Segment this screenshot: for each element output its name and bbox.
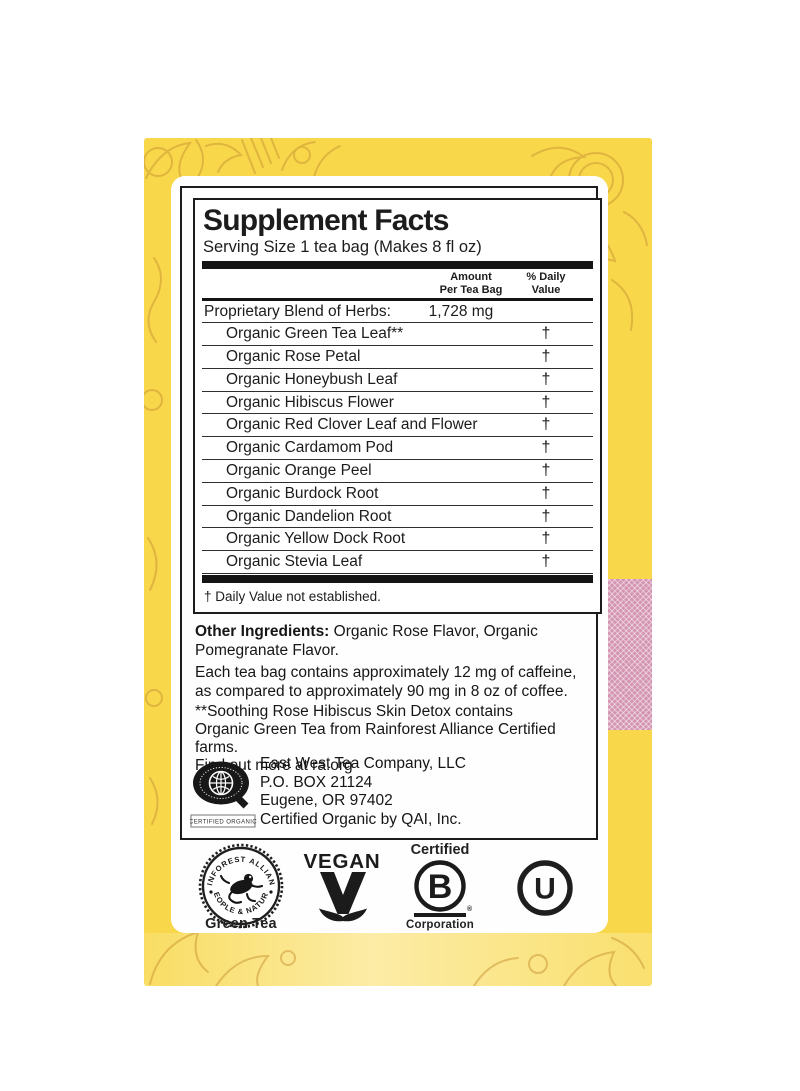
ingredient-name: Organic Red Clover Leaf and Flower [226, 416, 478, 434]
daily-value-mark: † [541, 553, 551, 571]
ingredient-name: Organic Cardamom Pod [226, 439, 394, 457]
ingredient-name: Organic Rose Petal [226, 348, 361, 366]
ingredient-row: Organic Orange Peel † [202, 460, 593, 483]
vegan-v-icon [319, 872, 367, 922]
divider-thick-bar [202, 575, 593, 584]
daily-value-mark: † [541, 370, 551, 388]
daily-value-mark: † [541, 416, 551, 434]
daily-value-mark: † [541, 325, 551, 343]
green-tea-caption: Green Tea [205, 916, 277, 932]
globe-grid-icon [210, 771, 232, 795]
daily-value-mark: † [541, 484, 551, 502]
daily-value-mark: † [541, 348, 551, 366]
ingredient-name: Organic Stevia Leaf [226, 553, 363, 571]
divider-thick-bar [202, 261, 593, 269]
ingredient-name: Organic Hibiscus Flower [226, 393, 394, 411]
other-ingredients-text: Organic Rose Flavor, Organic Pomegranate… [195, 623, 538, 659]
rainforest-source-note: **Soothing Rose Hibiscus Skin Detox cont… [195, 703, 556, 774]
divider-medium-line [202, 298, 593, 301]
company-city: Eugene, OR 97402 [260, 792, 393, 809]
ingredient-row: Organic Honeybush Leaf † [202, 369, 593, 392]
supplement-facts-box: Supplement Facts Serving Size 1 tea bag … [193, 198, 602, 615]
rainforest-alliance-seal: RAINFOREST ALLIANCE PEOPLE & NATURE [198, 843, 284, 929]
tea-box-panel: Supplement Facts Serving Size 1 tea bag … [144, 138, 652, 986]
bcorp-certified-text: Certified [410, 842, 470, 858]
daily-value-mark: † [541, 530, 551, 548]
ingredient-name: Organic Dandelion Root [226, 507, 392, 525]
company-name: East West Tea Company, LLC [260, 755, 466, 772]
amount-column-header: Amount Per Tea Bag [439, 271, 503, 296]
supplement-facts-title: Supplement Facts [203, 204, 449, 237]
panel-bottom-highlight [144, 933, 652, 986]
serving-size-text: Serving Size 1 tea bag (Makes 8 fl oz) [203, 238, 482, 256]
blend-name: Proprietary Blend of Herbs: [204, 302, 391, 320]
ingredient-row: Organic Stevia Leaf † [202, 551, 593, 575]
daily-value-column-header: % Daily Value [526, 271, 566, 296]
daily-value-mark: † [541, 462, 551, 480]
qai-caption: CERTIFIED ORGANIC [190, 820, 257, 826]
ingredient-name: Organic Green Tea Leaf** [226, 325, 404, 343]
bcorp-registered-mark: ® [467, 906, 473, 913]
vegan-label: VEGAN [303, 850, 381, 873]
ingredient-row: Organic Red Clover Leaf and Flower † [202, 414, 593, 438]
bcorp-logo: B [414, 860, 466, 912]
bcorp-corporation-text: Corporation [406, 919, 474, 931]
q-tail [232, 792, 249, 809]
company-po-box: P.O. BOX 21124 [260, 773, 373, 791]
bcorp-underline [414, 913, 466, 917]
ingredient-name: Organic Honeybush Leaf [226, 370, 398, 388]
qai-organic-logo: CERTIFIED ORGANIC [190, 761, 257, 828]
daily-value-mark: † [541, 393, 551, 411]
company-address: East West Tea Company, LLC P.O. BOX 2112… [260, 755, 466, 829]
other-ingredients-paragraph: Other Ingredients: Organic Rose Flavor, … [195, 622, 551, 660]
company-certifier: Certified Organic by QAI, Inc. [260, 810, 462, 828]
ingredient-row: Organic Yellow Dock Root † [202, 528, 593, 552]
other-ingredients-label: Other Ingredients: [195, 623, 330, 640]
pink-tape-strip [606, 579, 652, 730]
company-block: CERTIFIED ORGANIC East West Tea Company,… [190, 755, 590, 833]
caffeine-note: Each tea bag contains approximately 12 m… [195, 664, 577, 700]
ou-kosher-logo: U [517, 860, 573, 916]
ingredient-name: Organic Yellow Dock Root [226, 530, 406, 548]
bcorp-letter: B [428, 868, 453, 906]
supplement-label-sheet: Supplement Facts Serving Size 1 tea bag … [171, 176, 608, 933]
ingredient-name: Organic Orange Peel [226, 462, 372, 480]
facts-column-headers: Amount Per Tea Bag % Daily Value [202, 270, 593, 297]
label-border-box: Supplement Facts Serving Size 1 tea bag … [180, 186, 602, 840]
blend-amount: 1,728 mg [428, 302, 494, 320]
ingredient-name: Organic Burdock Root [226, 484, 379, 502]
ingredient-row: Organic Green Tea Leaf** † [202, 323, 593, 347]
ingredient-row: Organic Rose Petal † [202, 346, 593, 369]
proprietary-blend-row: Proprietary Blend of Herbs: 1,728 mg [202, 301, 593, 324]
ingredient-row: Organic Burdock Root † [202, 483, 593, 506]
daily-value-footnote: † Daily Value not established. [204, 589, 381, 605]
ingredient-row: Organic Cardamom Pod † [202, 437, 593, 461]
ingredient-row: Organic Dandelion Root † [202, 506, 593, 529]
ingredient-row: Organic Hibiscus Flower † [202, 392, 593, 415]
frog-icon [219, 873, 264, 904]
daily-value-mark: † [541, 439, 551, 457]
daily-value-mark: † [541, 507, 551, 525]
ou-letter: U [534, 873, 556, 906]
